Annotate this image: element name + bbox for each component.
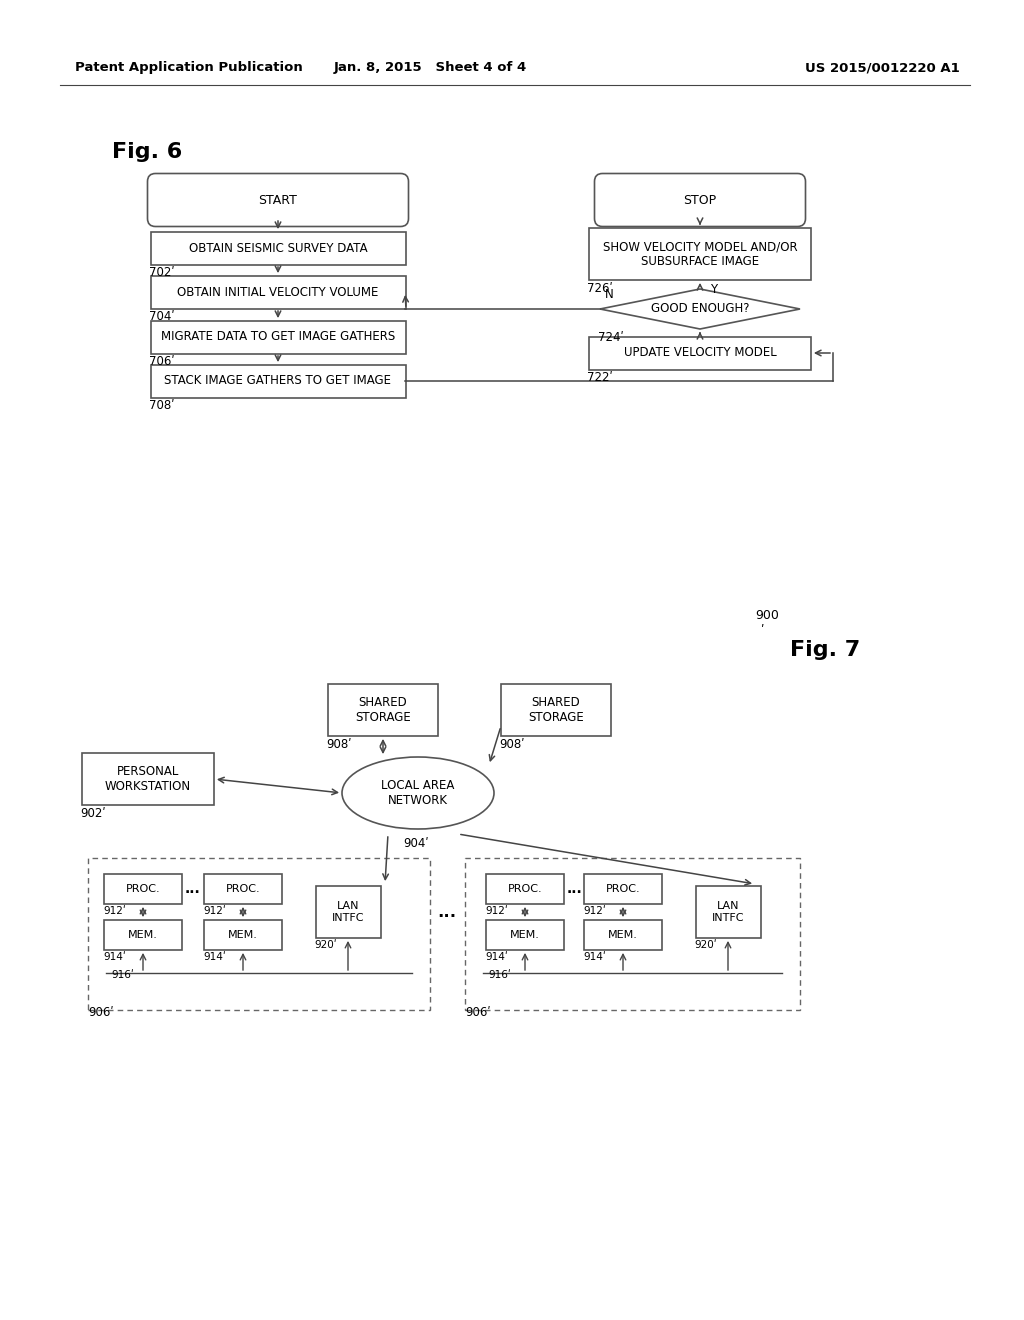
Text: OBTAIN SEISMIC SURVEY DATA: OBTAIN SEISMIC SURVEY DATA	[188, 242, 368, 255]
Text: Patent Application Publication: Patent Application Publication	[75, 62, 303, 74]
Text: Fig. 6: Fig. 6	[112, 143, 182, 162]
Bar	[695, 886, 761, 939]
Text: ...: ...	[566, 882, 582, 896]
Text: ...: ...	[185, 882, 201, 896]
Text: 908ʹ: 908ʹ	[499, 738, 524, 751]
Text: 906ʹ: 906ʹ	[465, 1006, 490, 1019]
Bar	[584, 874, 662, 904]
Text: 724ʹ: 724ʹ	[598, 331, 624, 345]
Text: ...: ...	[437, 903, 457, 921]
Text: 920ʹ: 920ʹ	[694, 940, 717, 950]
Text: LAN
INTFC: LAN INTFC	[712, 902, 744, 923]
Text: PROC.: PROC.	[605, 884, 640, 894]
Text: 722ʹ: 722ʹ	[587, 371, 612, 384]
Text: 904ʹ: 904ʹ	[403, 837, 429, 850]
Bar	[88, 858, 430, 1010]
Text: SHARED
STORAGE: SHARED STORAGE	[355, 696, 411, 723]
Text: PERSONAL
WORKSTATION: PERSONAL WORKSTATION	[104, 766, 191, 793]
Bar	[589, 337, 811, 370]
FancyBboxPatch shape	[595, 173, 806, 227]
Polygon shape	[600, 289, 800, 329]
Bar	[204, 874, 282, 904]
Text: 902ʹ: 902ʹ	[80, 807, 105, 820]
FancyBboxPatch shape	[147, 173, 409, 227]
Text: 702ʹ: 702ʹ	[148, 267, 174, 279]
Text: GOOD ENOUGH?: GOOD ENOUGH?	[650, 302, 750, 315]
Bar	[486, 874, 564, 904]
Text: 916ʹ: 916ʹ	[488, 970, 511, 979]
Text: 912ʹ: 912ʹ	[583, 906, 606, 916]
Text: ʹ: ʹ	[760, 624, 764, 638]
Bar	[465, 858, 800, 1010]
Text: 912ʹ: 912ʹ	[485, 906, 508, 916]
Text: OBTAIN INITIAL VELOCITY VOLUME: OBTAIN INITIAL VELOCITY VOLUME	[177, 285, 379, 298]
Text: 914ʹ: 914ʹ	[203, 952, 225, 962]
Bar	[82, 752, 214, 805]
Bar	[589, 228, 811, 280]
Text: 914ʹ: 914ʹ	[103, 952, 126, 962]
Ellipse shape	[342, 756, 494, 829]
Bar	[328, 684, 438, 737]
Text: PROC.: PROC.	[225, 884, 260, 894]
Text: 914ʹ: 914ʹ	[583, 952, 606, 962]
Text: 914ʹ: 914ʹ	[485, 952, 508, 962]
Text: SHOW VELOCITY MODEL AND/OR
SUBSURFACE IMAGE: SHOW VELOCITY MODEL AND/OR SUBSURFACE IM…	[603, 240, 798, 268]
Text: 708ʹ: 708ʹ	[148, 399, 174, 412]
Bar	[151, 364, 406, 397]
Text: 912ʹ: 912ʹ	[203, 906, 225, 916]
Text: 912ʹ: 912ʹ	[103, 906, 126, 916]
Text: PROC.: PROC.	[126, 884, 161, 894]
Bar	[501, 684, 611, 737]
Text: 706ʹ: 706ʹ	[148, 355, 174, 368]
Text: LAN
INTFC: LAN INTFC	[332, 902, 365, 923]
Text: STACK IMAGE GATHERS TO GET IMAGE: STACK IMAGE GATHERS TO GET IMAGE	[165, 375, 391, 388]
Text: SHARED
STORAGE: SHARED STORAGE	[528, 696, 584, 723]
Text: 704ʹ: 704ʹ	[148, 310, 174, 323]
Bar	[151, 231, 406, 264]
Text: START: START	[259, 194, 297, 206]
Text: Jan. 8, 2015   Sheet 4 of 4: Jan. 8, 2015 Sheet 4 of 4	[334, 62, 526, 74]
Text: MEM.: MEM.	[228, 931, 258, 940]
Bar	[104, 874, 182, 904]
Text: PROC.: PROC.	[508, 884, 543, 894]
Text: 916ʹ: 916ʹ	[111, 970, 134, 979]
Bar	[151, 321, 406, 354]
Bar	[584, 920, 662, 950]
Text: US 2015/0012220 A1: US 2015/0012220 A1	[805, 62, 961, 74]
Text: 920ʹ: 920ʹ	[314, 940, 337, 950]
Text: 906ʹ: 906ʹ	[88, 1006, 114, 1019]
Text: 908ʹ: 908ʹ	[326, 738, 351, 751]
Bar	[151, 276, 406, 309]
Text: MIGRATE DATA TO GET IMAGE GATHERS: MIGRATE DATA TO GET IMAGE GATHERS	[161, 330, 395, 343]
Text: MEM.: MEM.	[128, 931, 158, 940]
Text: LOCAL AREA
NETWORK: LOCAL AREA NETWORK	[381, 779, 455, 807]
Bar	[486, 920, 564, 950]
Text: Y: Y	[710, 282, 717, 296]
Bar	[104, 920, 182, 950]
Text: UPDATE VELOCITY MODEL: UPDATE VELOCITY MODEL	[624, 346, 776, 359]
Text: MEM.: MEM.	[510, 931, 540, 940]
Bar	[204, 920, 282, 950]
Text: N: N	[605, 288, 613, 301]
Text: MEM.: MEM.	[608, 931, 638, 940]
Text: Fig. 7: Fig. 7	[790, 640, 860, 660]
Text: 900: 900	[755, 609, 779, 622]
Bar	[315, 886, 381, 939]
Text: 726ʹ: 726ʹ	[587, 282, 612, 294]
Text: STOP: STOP	[683, 194, 717, 206]
